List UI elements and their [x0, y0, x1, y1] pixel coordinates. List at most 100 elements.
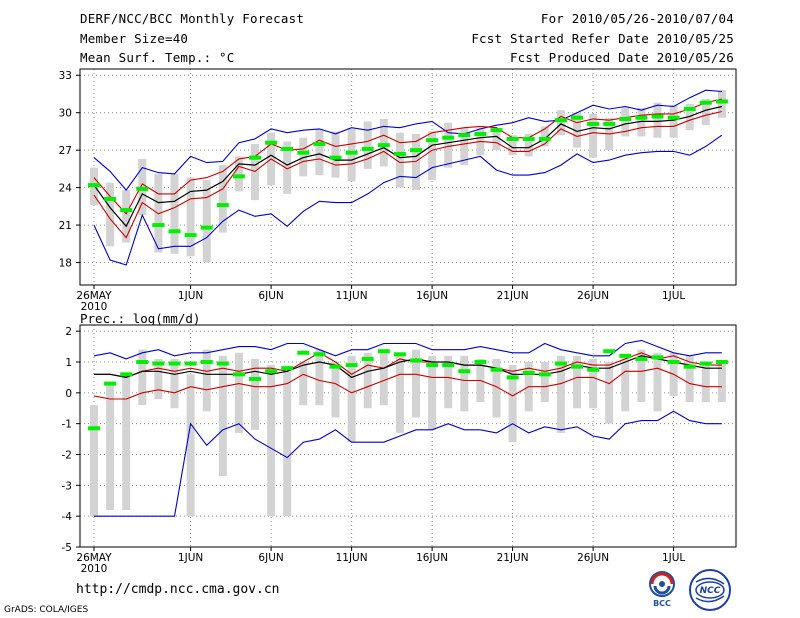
- website-url[interactable]: http://cmdp.ncc.cma.gov.cn: [76, 582, 280, 597]
- prec-median-10: [249, 376, 261, 381]
- temp-line-ensemble-mean: [93, 105, 723, 228]
- prec-box-8: [218, 355, 227, 477]
- ncc-logo-text: NCC: [700, 586, 721, 596]
- temp-median-4: [152, 223, 165, 228]
- temp-line-mean-1-sd: [93, 110, 723, 239]
- temp-median-18: [377, 143, 390, 148]
- temp-median-25: [490, 128, 503, 133]
- prec-median-34: [635, 356, 648, 361]
- prec-box-6: [186, 374, 195, 517]
- bcc-logo-text: BCC: [653, 599, 671, 608]
- prec-box-9: [234, 352, 243, 433]
- temp-median-37: [683, 106, 696, 111]
- prec-ytick-label: -5: [62, 542, 72, 554]
- prec-xtick-label: 1JUL: [662, 552, 685, 564]
- temp-box-39: [717, 90, 726, 118]
- prec-box-7: [202, 349, 211, 412]
- temperature-panel-title: Mean Surf. Temp.: °C: [80, 50, 235, 65]
- temp-xtick-label: 1JUL: [662, 290, 685, 302]
- temp-line-member-min: [93, 134, 723, 266]
- forecast-produced-date: Fcst Produced Date 2010/05/26: [509, 50, 734, 65]
- temp-median-5: [168, 229, 181, 234]
- prec-box-17: [363, 352, 372, 409]
- prec-box-21: [428, 355, 437, 430]
- temp-box-21: [428, 131, 437, 181]
- prec-median-27: [522, 370, 535, 375]
- temp-median-2: [120, 208, 133, 213]
- prec-median-2: [120, 372, 133, 377]
- prec-median-20: [410, 358, 422, 363]
- temp-median-10: [249, 155, 261, 160]
- prec-median-6: [184, 361, 197, 366]
- prec-median-32: [603, 349, 616, 354]
- temp-box-6: [186, 177, 195, 257]
- prec-year-label: 2010: [81, 563, 108, 575]
- prec-box-18: [379, 352, 388, 406]
- prec-box-26: [508, 365, 517, 443]
- temp-box-14: [315, 128, 324, 176]
- temp-xtick-label: 1JUN: [178, 290, 203, 302]
- prec-box-1: [106, 383, 115, 510]
- prec-median-30: [571, 364, 583, 369]
- prec-median-38: [699, 361, 712, 366]
- precipitation-panel-title: Prec.: log(mm/d): [80, 311, 201, 326]
- prec-median-35: [651, 355, 664, 360]
- prec-median-28: [538, 372, 551, 377]
- prec-median-25: [490, 367, 503, 372]
- temp-box-26: [508, 135, 517, 156]
- prec-xtick-label: 26MAY: [76, 552, 112, 564]
- prec-box-28: [540, 362, 549, 403]
- bcc-logo: BCC: [649, 571, 675, 608]
- temp-ytick-label: 24: [59, 183, 73, 195]
- prec-box-23: [460, 355, 469, 412]
- prec-median-36: [667, 360, 680, 364]
- temp-xtick-label: 26JUN: [577, 290, 609, 302]
- temp-box-30: [573, 112, 581, 148]
- prec-xtick-label: 11JUN: [336, 552, 368, 564]
- temp-median-6: [184, 233, 197, 238]
- temp-median-36: [667, 115, 680, 120]
- temp-box-27: [524, 133, 533, 157]
- temp-median-22: [442, 135, 455, 140]
- temp-box-28: [540, 126, 549, 147]
- prec-median-11: [265, 369, 278, 374]
- prec-ytick-label: -3: [62, 480, 72, 492]
- temp-median-20: [410, 148, 422, 153]
- prec-line-member-min: [94, 410, 722, 517]
- temp-median-29: [554, 118, 567, 123]
- prec-box-35: [653, 352, 662, 412]
- prec-median-4: [152, 361, 165, 366]
- temp-panel: 18 21 24 27 30 33 26MAY 1JUN 6JUN 11JUN 16JUN 21JUN…: [59, 68, 737, 313]
- prec-median-7: [200, 360, 213, 364]
- prec-median-39: [715, 360, 728, 364]
- prec-box-20: [412, 349, 420, 418]
- prec-median-29: [554, 361, 567, 366]
- temp-box-5: [170, 173, 179, 254]
- prec-box-5: [170, 358, 179, 409]
- temp-box-33: [621, 106, 630, 137]
- prec-box-34: [637, 349, 646, 403]
- prec-median-3: [136, 360, 149, 364]
- temp-frame: [79, 68, 737, 286]
- temp-median-14: [313, 141, 326, 146]
- prec-frame: [79, 324, 737, 548]
- prec-median-37: [683, 364, 696, 369]
- prec-median-8: [216, 361, 229, 366]
- temp-line-mean-1-sd: [93, 98, 723, 215]
- prec-ytick-label: 1: [65, 357, 72, 369]
- temp-box-16: [347, 128, 356, 182]
- temp-median-32: [603, 121, 616, 126]
- prec-median-33: [619, 353, 632, 358]
- temp-median-7: [200, 225, 213, 230]
- temp-xtick-label: 6JUN: [258, 290, 283, 302]
- temp-median-23: [458, 133, 471, 138]
- prec-median-17: [361, 356, 374, 361]
- temp-median-26: [506, 136, 519, 141]
- prec-median-24: [474, 360, 487, 364]
- forecast-period: For 2010/05/26-2010/07/04: [540, 11, 734, 26]
- temp-box-2: [122, 190, 131, 243]
- temp-box-35: [653, 102, 662, 138]
- temp-median-39: [715, 99, 728, 104]
- prec-median-15: [329, 364, 342, 369]
- temp-box-31: [589, 113, 598, 158]
